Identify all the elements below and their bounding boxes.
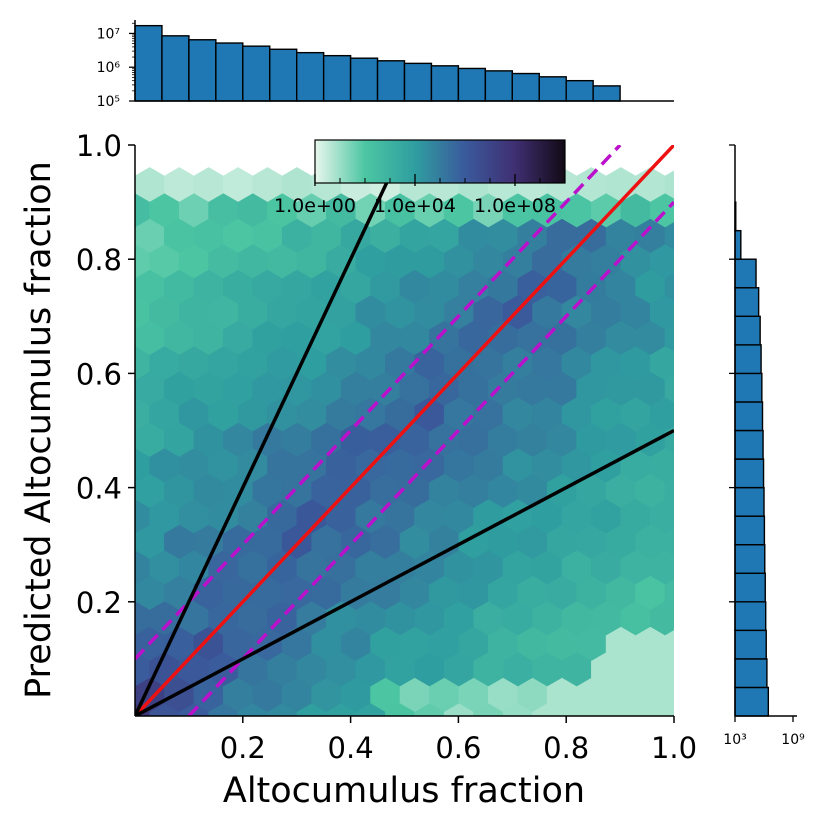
top-hist-bar xyxy=(511,72,540,102)
x-tick-label: 0.4 xyxy=(328,731,374,765)
right-hist-bar xyxy=(734,458,765,489)
right-hist-tick-label: 10³ xyxy=(723,732,746,748)
colorbar-tick-label: 1.0e+08 xyxy=(474,195,556,217)
top-hist-bar xyxy=(188,39,217,102)
main-hexbin-panel: 0.2 0.4 0.6 0.8 1.00.20.40.60.81.0 1.0e+00 1.… xyxy=(76,129,710,765)
line-one-to-one xyxy=(135,145,674,716)
x-axis-label: Altocumulus fraction xyxy=(223,771,585,811)
hex-cell xyxy=(135,328,136,347)
right-hist-tick-label: 10⁹ xyxy=(781,732,805,748)
top-hist-bar xyxy=(134,24,163,102)
y-tick-label: 0.8 xyxy=(76,243,122,277)
right-hist-bar xyxy=(734,601,767,632)
top-hist-bar xyxy=(269,48,298,102)
right-hist-bar xyxy=(734,344,762,375)
hex-cell xyxy=(680,499,710,533)
top-hist-bar xyxy=(215,42,244,102)
right-hist-bar xyxy=(734,287,760,317)
y-tick-label: 0.2 xyxy=(76,586,122,620)
colorbar-tick-label: 1.0e+00 xyxy=(274,195,356,217)
hex-cell xyxy=(680,448,710,482)
y-tick-label: 1.0 xyxy=(76,129,122,163)
line-upper-offset xyxy=(135,145,622,661)
top-hist-bar xyxy=(296,51,325,102)
hex-cell xyxy=(135,532,136,551)
x-tick-label: 0.2 xyxy=(220,731,266,765)
right-hist-bar xyxy=(734,372,763,403)
right-hist-bar xyxy=(734,401,764,432)
top-hist-bar xyxy=(322,54,352,102)
right-hist-bar xyxy=(734,544,766,574)
hex-cell xyxy=(680,397,710,431)
top-hist-bar xyxy=(349,57,379,102)
hex-cell xyxy=(680,550,710,584)
hex-cell xyxy=(680,601,710,635)
colorbar-tick-label: 1.0e+04 xyxy=(374,195,456,217)
hex-cell xyxy=(680,193,710,227)
line-lower-offset xyxy=(187,200,674,716)
top-hist-bar xyxy=(484,70,514,102)
right-hist-bar xyxy=(734,572,766,603)
right-hist-bar xyxy=(734,258,757,289)
top-hist-bar xyxy=(403,62,433,102)
top-hist-bar xyxy=(242,45,271,102)
main-axes: 0.2 0.4 0.6 0.8 1.0 0.2 0.4 0.6 0.8 1.0 xyxy=(76,129,697,765)
right-hist-bar xyxy=(734,315,761,346)
top-hist-tick-label: 10⁷ xyxy=(97,26,120,42)
hex-cell xyxy=(680,244,710,278)
x-tick-label: 1.0 xyxy=(651,731,697,765)
hex-cell xyxy=(680,346,710,380)
right-hist-bar xyxy=(734,486,765,517)
line-shallow xyxy=(135,428,674,716)
hex-cell xyxy=(680,652,710,686)
y-axis-label: Predicted Altocumulus fraction xyxy=(19,161,59,699)
right-hist-bar xyxy=(734,686,770,717)
top-hist-tick-label: 10⁶ xyxy=(97,60,121,76)
line-steep xyxy=(135,145,407,716)
x-tick-label: 0.8 xyxy=(543,731,589,765)
reference-lines xyxy=(135,145,674,716)
top-hist-bar xyxy=(376,60,406,102)
hex-cell xyxy=(135,685,136,704)
hex-cell xyxy=(135,634,136,653)
right-hist-bar xyxy=(734,429,764,460)
hex-cell xyxy=(135,430,136,449)
x-tick-label: 0.6 xyxy=(435,731,481,765)
top-hist-bar xyxy=(430,65,460,102)
right-hist-bar xyxy=(734,629,767,660)
top-hist-tick-label: 10⁵ xyxy=(97,94,120,110)
right-hist-bar xyxy=(734,229,742,260)
y-tick-label: 0.6 xyxy=(76,357,122,391)
hex-cell xyxy=(680,295,710,329)
hex-cell xyxy=(135,175,136,194)
right-hist-bar xyxy=(734,515,766,546)
right-marginal-histogram: 10³ 10⁹ xyxy=(723,144,805,748)
hex-cell xyxy=(664,170,674,199)
top-hist-bar xyxy=(592,85,621,102)
right-hist-bar xyxy=(734,658,768,689)
y-tick-label: 0.4 xyxy=(76,472,122,506)
colorbar: 1.0e+00 1.0e+04 1.0e+08 xyxy=(274,139,566,217)
top-hist-bar xyxy=(457,67,487,102)
top-hist-bar xyxy=(161,35,190,102)
colorbar-gradient xyxy=(314,139,566,184)
top-hist-bar xyxy=(538,76,567,102)
top-hist-bar xyxy=(565,79,594,102)
top-marginal-histogram: 10⁵ 10⁶ 10⁷ xyxy=(97,20,674,110)
